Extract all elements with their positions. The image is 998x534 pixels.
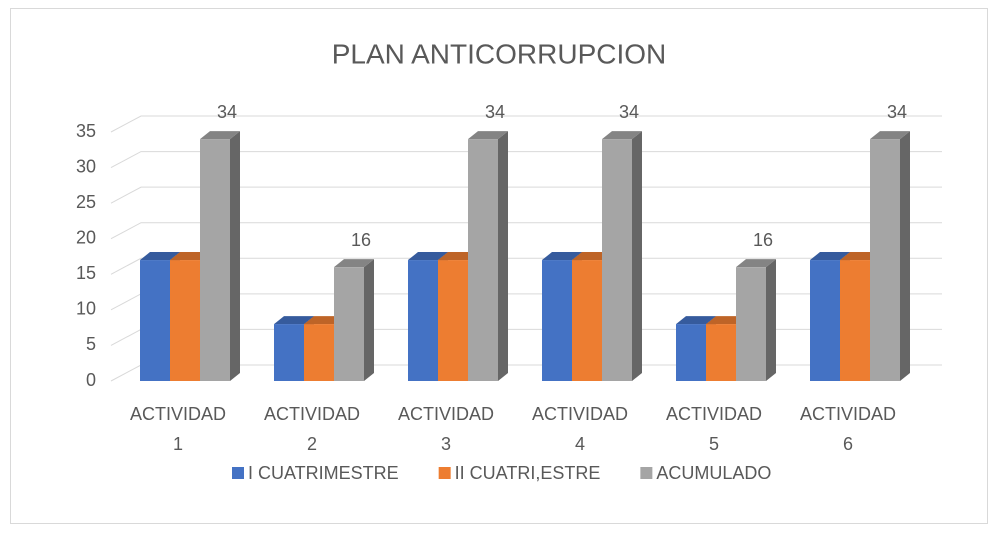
- bar: [304, 324, 334, 381]
- legend-label: II CUATRI,ESTRE: [455, 463, 601, 483]
- data-label: 34: [619, 102, 639, 122]
- grid-line: [110, 222, 942, 240]
- chart-title: PLAN ANTICORRUPCION: [332, 38, 667, 69]
- legend-label: I CUATRIMESTRE: [248, 463, 399, 483]
- y-tick-label: 20: [76, 227, 96, 247]
- bar-top: [676, 316, 716, 325]
- bar-top: [468, 131, 508, 140]
- x-tick-label: ACTIVIDAD 2: [264, 404, 360, 454]
- bar-side: [766, 259, 776, 381]
- grid-line: [110, 115, 942, 133]
- y-tick-label: 10: [76, 299, 96, 319]
- bar: [602, 139, 632, 381]
- legend-swatch: [438, 467, 451, 479]
- bar-side: [364, 259, 374, 381]
- bar-top: [140, 252, 180, 261]
- bar: [200, 139, 230, 381]
- bar: [572, 260, 602, 381]
- grid-line: [110, 257, 942, 275]
- data-label: 16: [753, 230, 773, 250]
- bar-top: [736, 259, 776, 268]
- y-tick-label: 30: [76, 156, 96, 176]
- grid-line: [110, 151, 942, 169]
- data-label: 16: [351, 230, 371, 250]
- bar-side: [632, 131, 642, 381]
- data-label: 34: [887, 102, 907, 122]
- bar: [676, 324, 706, 381]
- x-tick-label: ACTIVIDAD 1: [130, 404, 226, 454]
- bar-top: [870, 131, 910, 140]
- bar: [170, 260, 200, 381]
- bar: [542, 260, 572, 381]
- bar-top: [810, 252, 850, 261]
- bar-top: [274, 316, 314, 325]
- bar-side: [498, 131, 508, 381]
- bar-top: [542, 252, 582, 261]
- x-tick-label: ACTIVIDAD 6: [800, 404, 896, 454]
- bar: [706, 324, 736, 381]
- data-label: 34: [485, 102, 505, 122]
- legend-swatch: [232, 467, 244, 479]
- x-tick-label: ACTIVIDAD 5: [666, 404, 762, 454]
- bar: [870, 139, 900, 381]
- bar-side: [230, 131, 240, 381]
- bar: [736, 267, 766, 381]
- legend-label: ACUMULADO: [656, 463, 771, 483]
- y-tick-label: 15: [76, 263, 96, 283]
- y-tick-label: 5: [86, 334, 96, 354]
- bar: [438, 260, 468, 381]
- data-label: 34: [217, 102, 237, 122]
- bar: [408, 260, 438, 381]
- bar-top: [334, 259, 374, 268]
- grid-line: [110, 186, 942, 204]
- y-tick-label: 25: [76, 192, 96, 212]
- bar: [810, 260, 840, 381]
- y-tick-label: 35: [76, 121, 96, 141]
- x-tick-label: ACTIVIDAD 4: [532, 404, 628, 454]
- y-tick-label: 0: [86, 370, 96, 390]
- x-tick-label: ACTIVIDAD 3: [398, 404, 494, 454]
- bar-side: [900, 131, 910, 381]
- bar-top: [200, 131, 240, 140]
- legend-swatch: [640, 467, 653, 479]
- bar: [140, 260, 170, 381]
- bar: [334, 267, 364, 381]
- bar-top: [408, 252, 448, 261]
- bar: [840, 260, 870, 381]
- bar: [274, 324, 304, 381]
- bar: [468, 139, 498, 381]
- bar-top: [602, 131, 642, 140]
